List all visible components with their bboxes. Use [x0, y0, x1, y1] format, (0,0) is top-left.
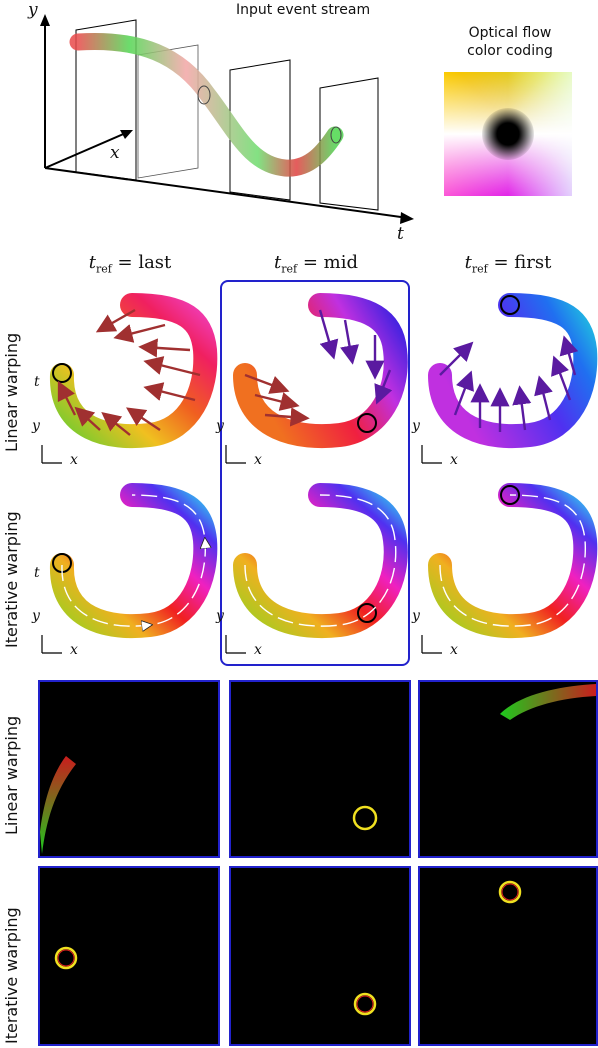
- frame-3: [229, 59, 291, 201]
- panel-iterative-last: [38, 866, 220, 1046]
- frame-2: [137, 44, 199, 179]
- stream-axis-t-label: t: [397, 224, 404, 244]
- axis-y-label: y: [216, 418, 224, 434]
- arc-iterative-first: [428, 483, 598, 639]
- axis-x-label: x: [254, 642, 262, 658]
- panel-iterative-first: [418, 866, 598, 1046]
- panel-linear-last: [38, 680, 220, 858]
- arc-iterative-mid: [233, 483, 408, 639]
- axis-x-label: x: [254, 452, 262, 468]
- axis-y-label: y: [216, 608, 224, 624]
- small-axes-group: [41, 445, 442, 654]
- col-header-mid: tref = mid: [274, 252, 358, 276]
- panel-iterative-mid: [229, 866, 411, 1046]
- col-header-first: tref = first: [464, 252, 552, 276]
- legend-line-1: Optical flow: [468, 25, 552, 41]
- event-stream-diagram: [40, 14, 414, 224]
- arc-linear-last: [50, 293, 218, 449]
- axis-y-label: y: [32, 418, 40, 434]
- axis-x-label: x: [450, 452, 458, 468]
- arc-t-label: t: [34, 374, 40, 390]
- axis-x-label: x: [450, 642, 458, 658]
- mid-column-highlight: [220, 280, 410, 666]
- legend-title: Optical flow color coding: [440, 24, 580, 60]
- axis-x-label: x: [70, 642, 78, 658]
- panel-linear-mid: [229, 680, 411, 858]
- arc-linear-first: [428, 293, 598, 449]
- arc-t-label: t: [34, 565, 40, 581]
- event-tube: [69, 32, 344, 177]
- stream-title: Input event stream: [236, 2, 371, 18]
- axis-x-label: x: [70, 452, 78, 468]
- x-axis: [44, 131, 129, 169]
- panel-linear-first: [418, 680, 598, 858]
- row-label-linear-bottom: Linear warping: [2, 715, 21, 835]
- axis-y-label: y: [32, 608, 40, 624]
- row-label-iterative-bottom: Iterative warping: [2, 907, 21, 1044]
- axis-y-label: y: [412, 608, 420, 624]
- warping-arcs: [41, 293, 598, 654]
- frame-1: [75, 19, 137, 181]
- stream-axis-x-label: x: [110, 143, 120, 163]
- stream-axis-y-label: y: [28, 0, 38, 20]
- legend-line-2: color coding: [467, 43, 553, 59]
- axis-y-label: y: [412, 418, 420, 434]
- arc-iterative-last: [50, 483, 218, 639]
- flow-color-wheel: [444, 72, 572, 196]
- col-header-last: tref = last: [88, 252, 172, 276]
- arc-linear-mid: [233, 293, 408, 449]
